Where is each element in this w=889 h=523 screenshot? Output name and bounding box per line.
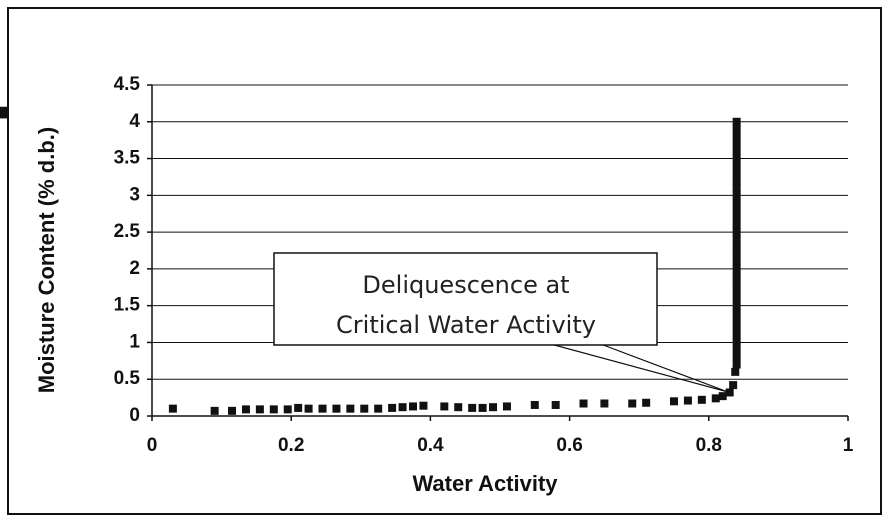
- marker: [346, 404, 355, 413]
- annotation: Deliquescence at: [362, 271, 569, 299]
- marker: [732, 206, 741, 215]
- marker: [304, 404, 313, 413]
- x-tick-label: 0.2: [278, 435, 304, 456]
- marker: [732, 272, 741, 281]
- marker: [732, 301, 741, 310]
- marker: [398, 403, 407, 412]
- marker: [731, 367, 740, 376]
- marker: [732, 331, 741, 340]
- marker: [732, 125, 741, 134]
- y-tick-label: 3.5: [114, 148, 141, 169]
- annotation-box: [273, 252, 658, 346]
- marker: [489, 403, 498, 412]
- marker: [374, 404, 383, 413]
- y-tick-label: 1: [129, 331, 140, 352]
- marker: [732, 242, 741, 251]
- x-tick-label: 0.8: [696, 435, 722, 456]
- marker: [732, 176, 741, 185]
- x-tick-label: 1: [843, 435, 854, 456]
- marker: [732, 220, 741, 229]
- marker: [725, 388, 734, 397]
- marker: [168, 404, 177, 413]
- marker: [732, 154, 741, 163]
- x-tick-label: 0: [147, 435, 158, 456]
- marker: [718, 392, 727, 401]
- marker: [579, 399, 588, 408]
- marker: [732, 279, 741, 288]
- marker: [332, 404, 341, 413]
- marker: [732, 323, 741, 332]
- marker: [419, 401, 428, 410]
- marker: [732, 360, 741, 369]
- marker: [530, 400, 539, 409]
- marker: [732, 250, 741, 259]
- marker: [732, 139, 741, 148]
- marker: [711, 394, 720, 403]
- marker: [628, 399, 637, 408]
- marker: [210, 406, 219, 415]
- marker: [732, 117, 741, 126]
- marker: [732, 353, 741, 362]
- marker: [732, 264, 741, 273]
- marker: [729, 381, 738, 390]
- marker: [732, 286, 741, 295]
- x-tick-label: 0.6: [556, 435, 582, 456]
- marker: [440, 402, 449, 411]
- marker: [732, 309, 741, 318]
- y-tick-label: 2: [129, 258, 140, 279]
- marker: [732, 161, 741, 170]
- marker: [683, 396, 692, 405]
- chart-border: [7, 7, 882, 515]
- marker: [255, 405, 264, 414]
- marker: [388, 403, 397, 412]
- marker: [468, 403, 477, 412]
- marker: [732, 191, 741, 200]
- marker: [732, 169, 741, 178]
- marker: [241, 405, 250, 414]
- y-tick-label: 3: [129, 184, 140, 205]
- marker: [732, 257, 741, 266]
- marker: [283, 405, 292, 414]
- y-tick-label: 4.5: [114, 74, 141, 95]
- marker: [600, 399, 609, 408]
- x-tick-label: 0.4: [417, 435, 444, 456]
- y-tick-label: 0: [129, 405, 140, 426]
- marker: [732, 235, 741, 244]
- markers: [0, 106, 741, 415]
- marker: [0, 106, 8, 115]
- marker: [502, 402, 511, 411]
- marker: [294, 403, 303, 412]
- marker: [228, 406, 237, 415]
- marker: [318, 404, 327, 413]
- marker: [732, 316, 741, 325]
- y-tick-label: 1.5: [114, 295, 141, 316]
- y-tick-label: 4: [129, 111, 140, 132]
- marker: [732, 345, 741, 354]
- marker: [269, 405, 278, 414]
- marker: [551, 400, 560, 409]
- marker: [732, 228, 741, 237]
- y-tick-label: 2.5: [114, 221, 141, 242]
- marker: [360, 404, 369, 413]
- marker: [732, 132, 741, 141]
- y-axis-title: Moisture Content (% d.b.): [34, 127, 59, 393]
- x-axis-title: Water Activity: [412, 471, 558, 496]
- marker: [697, 395, 706, 404]
- marker: [732, 338, 741, 347]
- marker: [409, 402, 417, 411]
- y-tick-label: 0.5: [114, 368, 141, 389]
- callout-line: [589, 339, 729, 393]
- marker: [732, 294, 741, 303]
- marker: [478, 403, 487, 412]
- marker: [642, 398, 651, 407]
- marker: [454, 403, 463, 412]
- marker: [732, 213, 741, 222]
- marker: [732, 183, 741, 192]
- annotation: Critical Water Activity: [336, 311, 596, 339]
- marker: [732, 198, 741, 207]
- marker: [670, 397, 678, 406]
- marker: [732, 147, 741, 156]
